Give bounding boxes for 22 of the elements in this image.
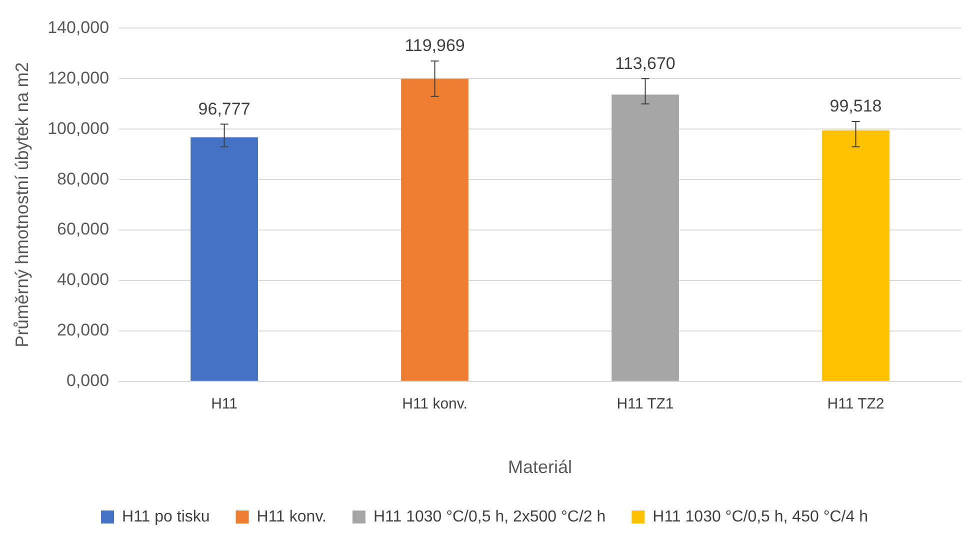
y-tick-label: 80,000 xyxy=(57,169,110,188)
data-label: 96,777 xyxy=(198,99,250,118)
legend-label: H11 1030 °C/0,5 h, 450 °C/4 h xyxy=(652,508,868,526)
y-tick-label: 100,000 xyxy=(48,118,110,138)
y-tick-label: 20,000 xyxy=(57,320,110,340)
x-tick-label: H11 TZ2 xyxy=(827,396,884,413)
legend-label: H11 konv. xyxy=(256,508,326,526)
y-axis-title: Průměrný hmotnostní úbytek na m2 xyxy=(12,62,32,348)
y-tick-label: 40,000 xyxy=(57,270,110,290)
data-label: 99,518 xyxy=(830,96,882,116)
data-label: 113,670 xyxy=(615,54,676,73)
y-tick-label: 120,000 xyxy=(48,68,110,88)
legend-label: H11 po tisku xyxy=(122,508,210,526)
x-tick-label: H11 konv. xyxy=(402,396,468,413)
data-label: 119,969 xyxy=(404,36,465,56)
legend-label: H11 1030 °C/0,5 h, 2x500 °C/2 h xyxy=(373,508,606,526)
x-tick-label: H11 TZ1 xyxy=(616,396,674,413)
x-tick-label: H11 xyxy=(211,396,238,413)
y-tick-label: 60,000 xyxy=(57,220,110,239)
y-tick-label: 140,000 xyxy=(48,18,110,37)
x-axis-title: Materiál xyxy=(508,457,572,478)
y-tick-label: 0,000 xyxy=(66,371,110,390)
